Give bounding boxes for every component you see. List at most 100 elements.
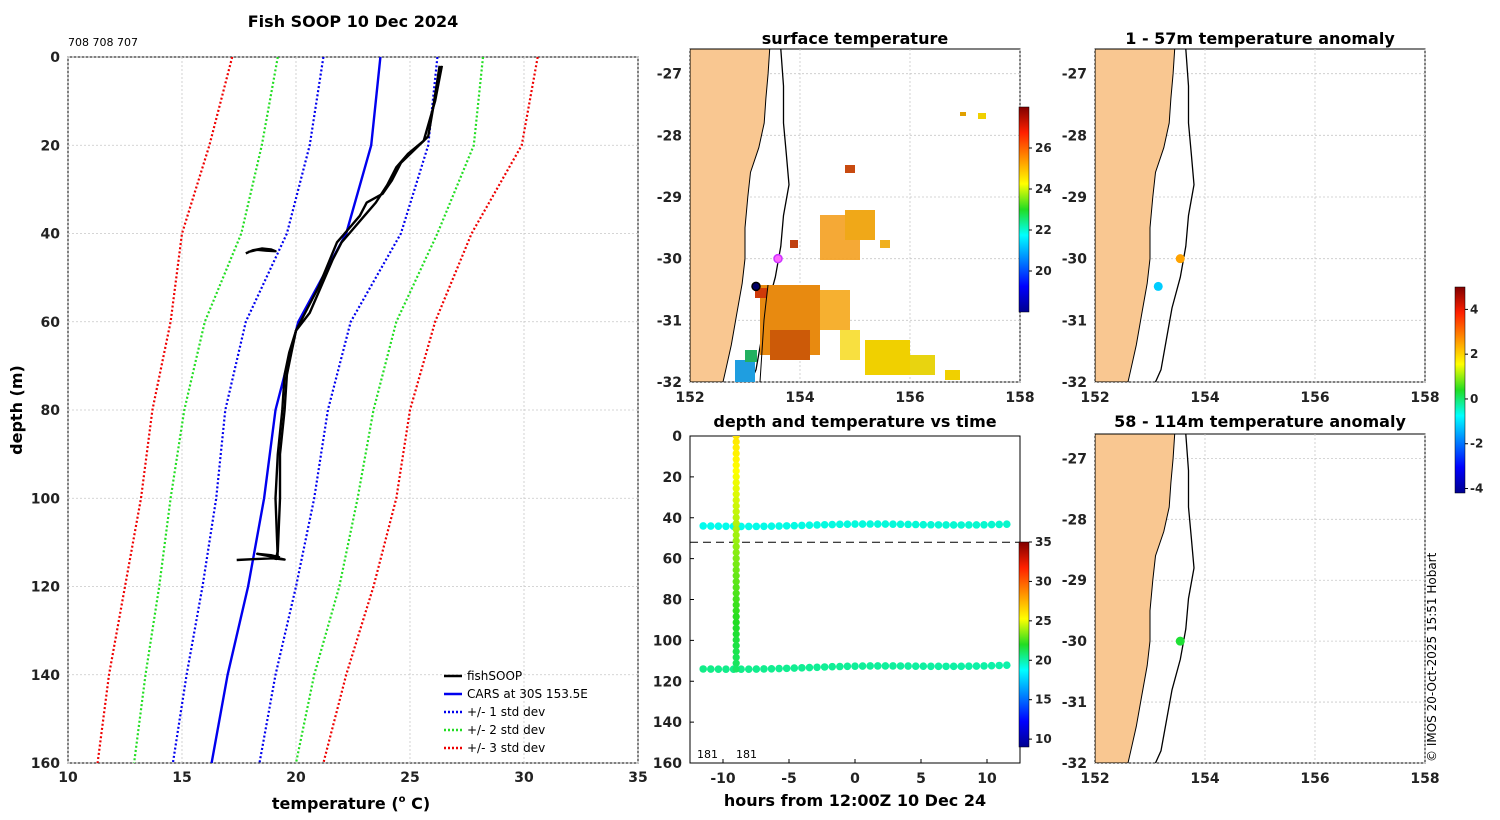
profile-ticks: 10 15 20 25 30 35 0 20 40 60 80 100 120 140 160 [31,50,648,786]
y-tick-label: 60 [41,315,61,331]
sample-point-cast [732,566,740,574]
surface-temp-markers [751,253,783,292]
time-series-xlabel: hours from 12:00Z 10 Dec 24 [724,791,986,810]
anomaly-point [1175,636,1185,646]
time-colorbar [1018,541,1030,748]
sample-point-cast [732,636,740,644]
sample-point-surface-tow [949,521,958,529]
time-annotation-1: 181 [697,748,718,761]
series-line-fishSOOP-bottom [236,552,286,562]
sample-point-surface-tow [927,520,935,529]
sample-point-bottom-tow [828,662,837,671]
x-tick-label: 158 [1410,390,1439,406]
series-line-cars-plus-1 [258,57,439,763]
sst-colorbar-ticks: 20 22 24 26 [1029,141,1052,278]
colorbar-tick-label: -2 [1470,437,1483,451]
colorbar-tick-label: 22 [1035,223,1052,237]
sample-point-cast [732,589,740,597]
sample-point-bottom-tow [813,663,821,672]
colorbar-tick-label: 30 [1035,574,1052,588]
sample-point-bottom-tow [851,662,859,670]
sst-patch [755,288,767,298]
sample-point-surface-tow [889,520,897,528]
sample-point-surface-tow [798,521,806,530]
legend-label-fishsoop: fishSOOP [467,669,522,683]
sst-patch [840,330,860,360]
y-tick-label: -30 [657,252,683,268]
x-tick-label: 156 [1300,390,1329,406]
sample-point-cast [732,513,740,522]
anomaly-deep-markers [1175,636,1185,646]
sample-point-cast [732,467,740,475]
series-line-CARS [210,57,382,763]
y-tick-label: -31 [657,313,682,329]
sst-patch [770,330,810,360]
x-tick-label: 156 [895,390,924,406]
sample-point-bottom-tow [987,661,996,670]
sample-point-bottom-tow [836,662,844,671]
sample-point-bottom-tow [1003,661,1011,670]
sample-point-surface-tow [972,521,981,529]
shelf-contour [1154,49,1195,382]
shelf-contour [1154,434,1195,763]
credit-text: © IMOS 20-Oct-2025 15:51 Hobart [1425,552,1439,762]
station-marker [773,253,783,264]
y-tick-label: -31 [1062,313,1087,329]
colorbar-tick-label: -4 [1470,482,1483,496]
y-tick-label: 40 [41,227,61,243]
anomaly-colorbar [1454,286,1466,494]
sample-point-surface-tow [858,520,867,528]
series-line-fishSOOP-down [274,65,441,561]
cast-ids: 708 708 707 [68,36,138,49]
sample-point-bottom-tow [896,662,905,670]
sst-patch [745,350,757,362]
x-tick-label: 30 [514,770,534,786]
sample-point-cast [732,543,740,551]
anomaly-point [1153,281,1163,291]
colorbar-tick-label: 20 [1035,264,1052,278]
sample-point-cast [732,572,740,580]
sample-point-bottom-tow [714,665,723,673]
sample-point-surface-tow [836,520,844,529]
sample-point-surface-tow [980,520,988,529]
profile-lines [96,57,539,763]
time-series-marks [699,436,1011,674]
y-tick-label: -27 [657,67,682,83]
sample-point-surface-tow [904,520,912,529]
y-tick-label: -28 [1062,128,1087,144]
sample-point-surface-tow [911,520,920,529]
sample-point-surface-tow [790,521,799,530]
time-series-panel: depth and temperature vs time -10 -5 0 5 100… [653,412,1052,810]
sample-point-cast [732,653,740,661]
x-tick-label: 25 [400,770,419,786]
colorbar-tick-label: 26 [1035,141,1052,155]
series-line-cars-plus-3 [322,57,539,763]
sample-point-surface-tow [813,521,821,529]
sample-point-bottom-tow [767,665,776,673]
sample-point-bottom-tow [820,663,829,671]
profile-panel: Fish SOOP 10 Dec 2024 708 708 707 10 15 20… [7,12,648,813]
sample-point-bottom-tow [904,662,912,670]
sample-point-bottom-tow [949,662,958,671]
sample-point-cast [732,508,740,516]
anomaly-shallow-map [1095,49,1195,382]
sample-point-surface-tow [744,522,753,531]
sample-point-cast [732,531,740,539]
sample-point-surface-tow [767,522,776,530]
colorbar-tick-label: 20 [1035,653,1052,667]
colorbar-tick-label: 24 [1035,182,1052,196]
anomaly-colorbar-ticks: 4 2 0 -2 -4 [1465,302,1483,496]
sample-point-bottom-tow [699,665,707,673]
y-tick-label: -32 [1062,375,1087,391]
y-tick-label: 60 [663,552,683,568]
series-line-fishSOOP-surface [245,247,277,255]
colorbar-tick-label: 35 [1035,535,1052,549]
sample-point-cast [732,525,740,533]
sample-point-cast [732,537,740,545]
y-tick-label: -32 [1062,756,1087,772]
legend-label-3std: +/- 3 std dev [467,741,545,755]
sst-patch [945,370,960,380]
x-tick-label: 152 [675,390,704,406]
y-tick-label: -27 [1062,451,1087,467]
